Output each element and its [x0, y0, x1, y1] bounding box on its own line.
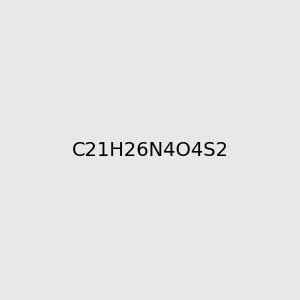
Text: C21H26N4O4S2: C21H26N4O4S2 [71, 140, 229, 160]
